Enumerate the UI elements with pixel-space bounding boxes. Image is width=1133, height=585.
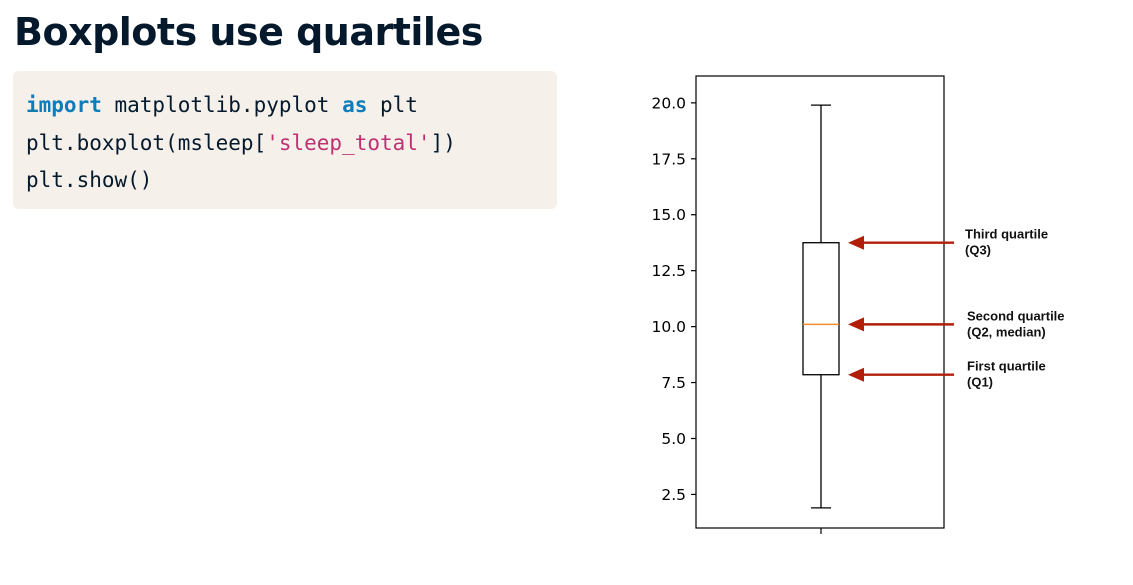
annotation-label: (Q1): [967, 375, 993, 390]
code-token: as: [342, 93, 368, 117]
code-line-3: plt.show(): [26, 162, 557, 200]
annotation-arrow-head: [848, 317, 864, 332]
y-tick-label: 12.5: [651, 262, 686, 280]
code-token: plt.show(): [26, 168, 153, 192]
annotation-label: Second quartile: [967, 308, 1065, 323]
annotation-label: (Q2, median): [967, 324, 1046, 339]
plot-frame: [695, 75, 945, 529]
annotation-arrow-head: [848, 367, 864, 382]
iqr-box: [802, 242, 840, 376]
code-token: ]): [430, 130, 456, 155]
y-tick-label: 10.0: [651, 318, 686, 336]
y-tick-label: 15.0: [651, 206, 686, 224]
annotation-label: Third quartile: [965, 227, 1048, 242]
slide-title: Boxplots use quartiles: [14, 10, 483, 54]
annotation-label: (Q3): [965, 243, 991, 258]
code-line-2: plt.boxplot(msleep['sleep_total']): [26, 125, 557, 163]
y-tick-label: 17.5: [651, 150, 686, 168]
code-token: plt.boxplot(msleep[: [26, 130, 267, 155]
code-line-1: import matplotlib.pyplot as plt: [26, 87, 557, 125]
code-token: matplotlib.pyplot: [101, 93, 343, 117]
code-token: import: [26, 93, 102, 117]
y-tick-label: 20.0: [651, 94, 686, 112]
code-token: 'sleep_total': [266, 130, 431, 155]
code-block: import matplotlib.pyplot as plt plt.boxp…: [13, 71, 557, 209]
annotation-arrow-head: [848, 235, 864, 250]
y-tick-label: 5.0: [661, 430, 686, 448]
y-tick-label: 2.5: [661, 486, 686, 504]
y-tick-label: 7.5: [661, 374, 686, 392]
boxplot-chart: 2.5 5.0 7.5 10.0 12.5 15.0 17.5 20.0 Third quart…: [620, 60, 1120, 550]
code-token: plt: [367, 93, 418, 117]
boxplot-svg: 2.5 5.0 7.5 10.0 12.5 15.0 17.5 20.0 Third quart…: [651, 75, 1065, 534]
annotation-label: First quartile: [967, 359, 1046, 374]
